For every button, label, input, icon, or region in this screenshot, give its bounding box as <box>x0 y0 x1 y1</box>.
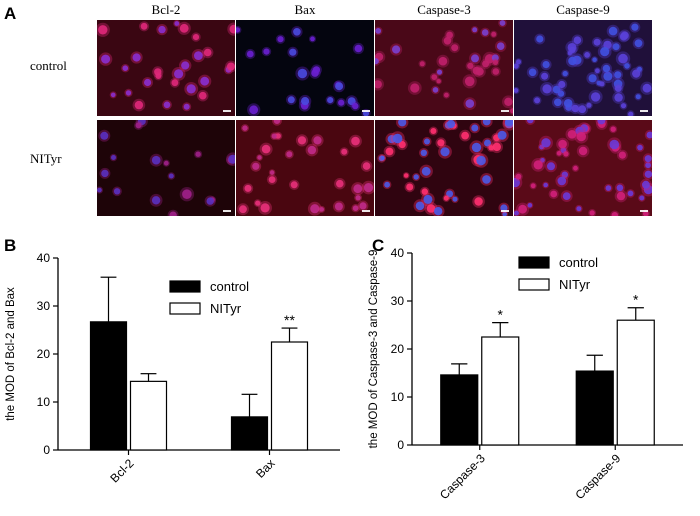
legend-swatch <box>169 280 201 293</box>
x-tick-label: Caspase-3 <box>437 451 488 502</box>
x-tick-label: Bcl-2 <box>107 456 136 485</box>
micrograph-control-caspase9 <box>514 20 652 116</box>
micrograph-nityr-bax <box>236 120 374 216</box>
legend-label: control <box>559 255 598 270</box>
panel-b-letter: B <box>4 236 17 255</box>
legend-label: NITyr <box>210 301 242 316</box>
column-header-caspase3: Caspase-3 <box>417 2 471 17</box>
legend-swatch <box>169 302 201 315</box>
y-tick-label: 20 <box>391 342 405 356</box>
x-tick-label: Caspase-9 <box>572 451 623 502</box>
legend-swatch <box>518 278 550 291</box>
y-axis-label: the MOD of Caspase-3 and Caspase-9 <box>368 250 380 449</box>
panel-a-letter: A <box>4 4 17 23</box>
y-axis-label: the MOD of Bcl-2 and Bax <box>5 287 17 421</box>
legend-swatch <box>518 256 550 269</box>
bar-control-caspase-3 <box>440 374 479 446</box>
micrograph-nityr-caspase9 <box>514 120 652 216</box>
row-label-nityr: NITyr <box>30 151 62 166</box>
significance-marker: ** <box>284 312 295 328</box>
y-tick-label: 0 <box>397 438 404 452</box>
bar-nityr-caspase-9 <box>616 319 655 446</box>
bar-nityr-bcl-2 <box>129 380 168 451</box>
micrograph-control-bcl2 <box>97 20 235 116</box>
legend-label: NITyr <box>559 277 591 292</box>
micrograph-nityr-bcl2 <box>97 120 235 216</box>
y-tick-label: 20 <box>37 347 51 361</box>
micrograph-control-bax <box>236 20 374 116</box>
bar-control-bax <box>230 416 269 451</box>
y-tick-label: 40 <box>37 251 51 265</box>
column-header-bax: Bax <box>294 2 316 17</box>
row-label-control: control <box>30 58 67 73</box>
x-tick-label: Bax <box>253 456 278 481</box>
micrograph-nityr-caspase3 <box>375 120 513 216</box>
significance-marker: * <box>633 292 639 308</box>
y-tick-label: 40 <box>391 246 405 260</box>
micrograph-control-caspase3 <box>375 20 513 116</box>
y-tick-label: 30 <box>37 299 51 313</box>
y-tick-label: 10 <box>391 390 405 404</box>
y-tick-label: 30 <box>391 294 405 308</box>
column-header-bcl2: Bcl-2 <box>151 2 181 17</box>
column-header-caspase9: Caspase-9 <box>556 2 610 17</box>
y-tick-label: 0 <box>43 443 50 457</box>
significance-marker: * <box>498 307 504 323</box>
bar-control-bcl-2 <box>89 321 128 451</box>
bar-control-caspase-9 <box>575 370 614 446</box>
panel-c-letter: C <box>372 236 385 255</box>
bar-chart-bcl2-bax: the MOD of Bcl-2 and Bax 0 10 20 30 40 Bcl-2 Ba… <box>5 251 340 485</box>
bar-chart-caspase: the MOD of Caspase-3 and Caspase-9 0 10 20 3… <box>368 246 683 502</box>
legend-label: control <box>210 279 249 294</box>
bar-nityr-caspase-3 <box>481 336 520 446</box>
y-tick-label: 10 <box>37 395 51 409</box>
bar-nityr-bax <box>270 341 309 451</box>
